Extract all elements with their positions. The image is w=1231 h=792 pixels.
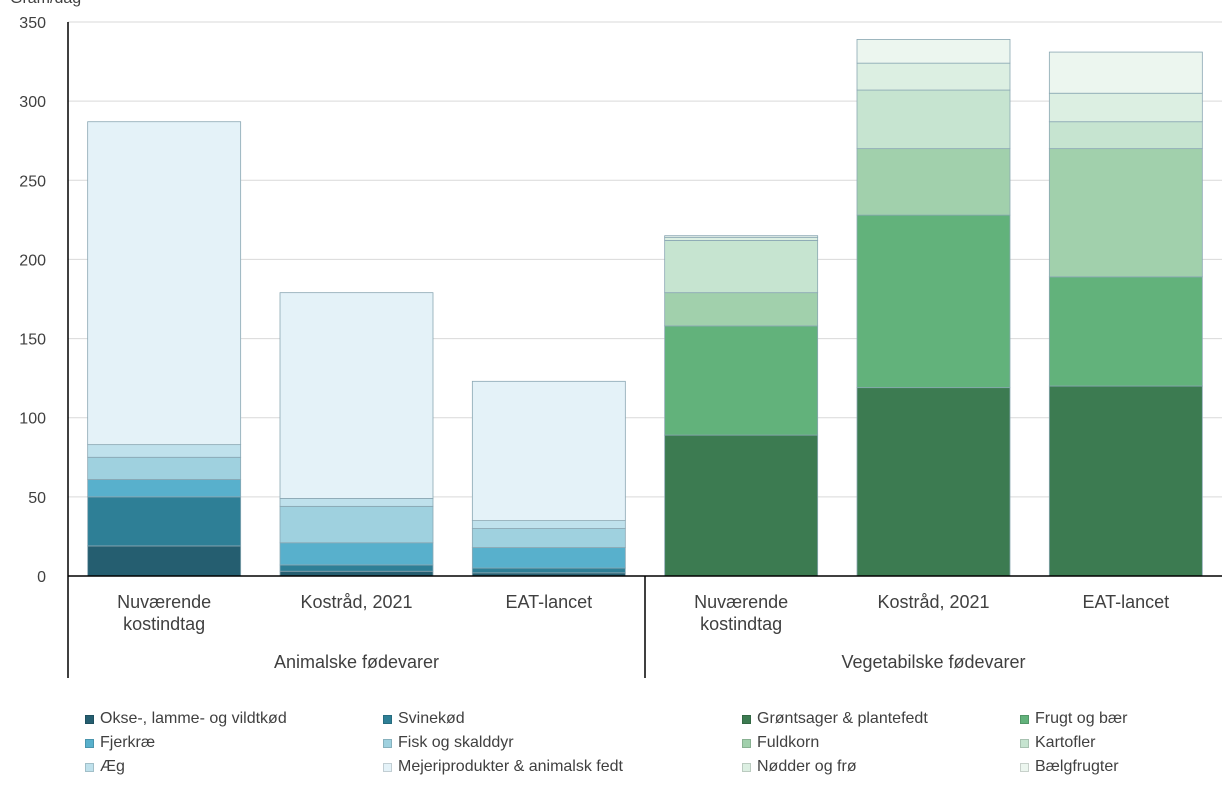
y-tick-label: 300 bbox=[19, 94, 46, 111]
bar-segment bbox=[1048, 385, 1203, 577]
bar-segment bbox=[471, 547, 626, 569]
legend-label: Fjerkræ bbox=[100, 734, 156, 751]
y-axis-unit: Gram/dag bbox=[10, 0, 81, 7]
bar-segment bbox=[1048, 148, 1203, 278]
bar-segment bbox=[664, 434, 819, 577]
bar-segment bbox=[87, 479, 242, 498]
bar-segment bbox=[856, 387, 1011, 577]
legend-item: Æg bbox=[85, 758, 125, 776]
legend-label: Frugt og bær bbox=[1035, 710, 1128, 727]
legend-swatch bbox=[1020, 714, 1029, 724]
bar-segment bbox=[279, 564, 434, 572]
bar-segment bbox=[1048, 92, 1203, 123]
x-category-label: Nuværende kostindtag bbox=[117, 592, 211, 634]
legend-label: Nødder og frø bbox=[757, 758, 857, 775]
legend-swatch bbox=[742, 714, 751, 724]
legend-item: Mejeriprodukter & animalsk fedt bbox=[383, 758, 623, 776]
x-group-label: Vegetabilske fødevarer bbox=[841, 652, 1025, 672]
bar-segment bbox=[1048, 121, 1203, 150]
x-category-label: Kostråd, 2021 bbox=[877, 592, 989, 612]
legend-swatch bbox=[383, 738, 392, 748]
bar-segment bbox=[664, 325, 819, 436]
legend-label: Svinekød bbox=[398, 710, 465, 727]
bar-segment bbox=[664, 235, 819, 238]
bar-segment bbox=[279, 542, 434, 566]
legend-label: Okse-, lamme- og vildtkød bbox=[100, 710, 287, 727]
bar-segment bbox=[664, 240, 819, 294]
bar-segment bbox=[87, 496, 242, 547]
bar-segment bbox=[856, 89, 1011, 150]
bar-segment bbox=[471, 567, 626, 574]
x-category-label: EAT-lancet bbox=[505, 592, 592, 612]
bar-segment bbox=[856, 39, 1011, 64]
legend-item: Svinekød bbox=[383, 710, 465, 728]
legend-item: Fuldkorn bbox=[742, 734, 819, 752]
bar-segment bbox=[664, 236, 819, 241]
bar-segment bbox=[87, 545, 242, 577]
bar-segment bbox=[471, 528, 626, 548]
bar-segment bbox=[471, 520, 626, 529]
legend-item: Fisk og skalddyr bbox=[383, 734, 514, 752]
legend-swatch bbox=[742, 738, 751, 748]
bar-segment bbox=[1048, 51, 1203, 94]
y-tick-label: 0 bbox=[37, 569, 46, 586]
x-category-label: Nuværende kostindtag bbox=[694, 592, 788, 634]
bar-segment bbox=[856, 148, 1011, 216]
y-tick-label: 250 bbox=[19, 173, 46, 190]
legend-swatch bbox=[85, 762, 94, 772]
legend-item: Kartofler bbox=[1020, 734, 1095, 752]
bar-segment bbox=[664, 292, 819, 327]
x-category-label: EAT-lancet bbox=[1082, 592, 1169, 612]
legend-swatch bbox=[742, 762, 751, 772]
legend-label: Bælgfrugter bbox=[1035, 758, 1119, 775]
legend-label: Fisk og skalddyr bbox=[398, 734, 514, 751]
bar-segment bbox=[87, 121, 242, 446]
bar-segment bbox=[471, 380, 626, 521]
legend-swatch bbox=[383, 762, 392, 772]
y-tick-label: 150 bbox=[19, 332, 46, 349]
y-tick-label: 350 bbox=[19, 15, 46, 32]
legend: Okse-, lamme- og vildtkød Svinekød Grøntsa… bbox=[0, 704, 1231, 792]
bar-segment bbox=[279, 292, 434, 499]
legend-item: Okse-, lamme- og vildtkød bbox=[85, 710, 287, 728]
legend-item: Nødder og frø bbox=[742, 758, 857, 776]
legend-swatch bbox=[85, 714, 94, 724]
x-category-label: Kostråd, 2021 bbox=[300, 592, 412, 612]
legend-label: Fuldkorn bbox=[757, 734, 820, 751]
bar-segment bbox=[1048, 276, 1203, 387]
stacked-bar-chart: Gram/dag 0 50 100 150 200 250 300 350 Nuværendek… bbox=[10, 0, 1222, 678]
legend-label: Mejeriprodukter & animalsk fedt bbox=[398, 758, 623, 775]
y-tick-label: 50 bbox=[28, 490, 46, 507]
legend-item: Grøntsager & plantefedt bbox=[742, 710, 928, 728]
legend-label: Kartofler bbox=[1035, 734, 1096, 751]
bar-segment bbox=[279, 505, 434, 544]
bar-segment bbox=[279, 498, 434, 507]
legend-label: Grøntsager & plantefedt bbox=[757, 710, 928, 727]
bar-segment bbox=[87, 456, 242, 480]
legend-item: Bælgfrugter bbox=[1020, 758, 1119, 776]
x-group-label: Animalske fødevarer bbox=[274, 652, 439, 672]
legend-item: Fjerkræ bbox=[85, 734, 155, 752]
bar-segment bbox=[856, 62, 1011, 91]
bar-segment bbox=[87, 444, 242, 458]
legend-swatch bbox=[1020, 762, 1029, 772]
legend-swatch bbox=[1020, 738, 1029, 748]
legend-swatch bbox=[383, 714, 392, 724]
legend-swatch bbox=[85, 738, 94, 748]
y-tick-label: 200 bbox=[19, 252, 46, 269]
legend-label: Æg bbox=[100, 758, 125, 775]
legend-item: Frugt og bær bbox=[1020, 710, 1127, 728]
bar-segment bbox=[856, 214, 1011, 389]
y-tick-label: 100 bbox=[19, 411, 46, 428]
